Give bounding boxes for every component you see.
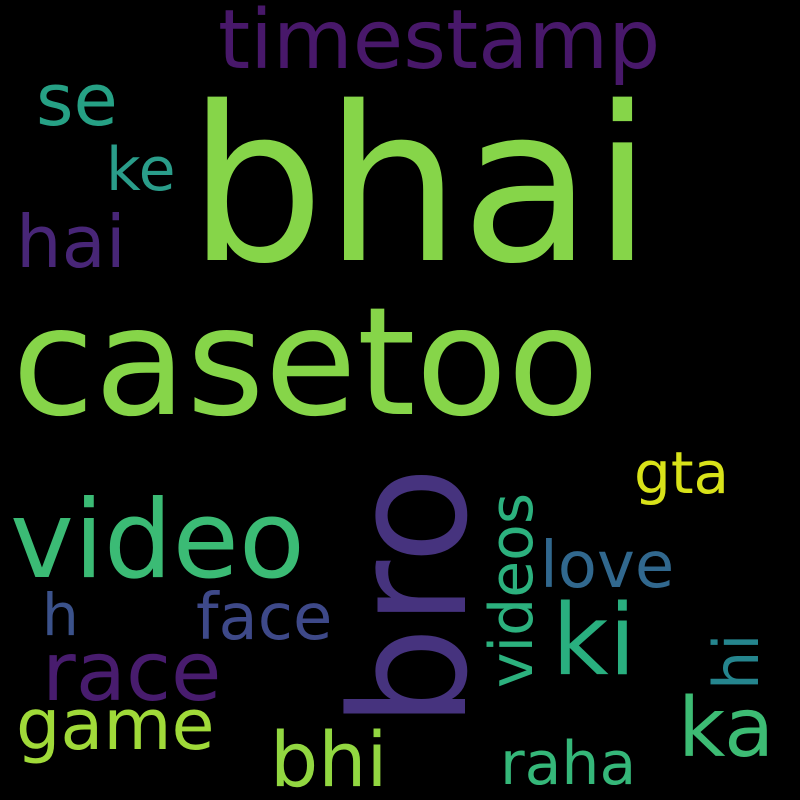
word-raha: raha: [500, 729, 637, 799]
word-ke: ke: [106, 135, 176, 205]
word-face: face: [196, 581, 333, 655]
word-bro: bro: [316, 466, 503, 728]
word-hi: hi: [700, 633, 773, 690]
word-bhi: bhi: [270, 715, 388, 800]
word-video: video: [10, 478, 305, 603]
word-h: h: [42, 581, 79, 649]
word-race: race: [42, 625, 222, 720]
word-gta: gta: [634, 439, 730, 507]
word-videos: videos: [477, 492, 547, 688]
word-ki: ki: [552, 584, 636, 698]
word-casetoo: casetoo: [12, 276, 600, 450]
word-se: se: [36, 58, 118, 142]
word-hai: hai: [16, 200, 126, 284]
word-timestamp: timestamp: [218, 0, 661, 88]
word-love: love: [540, 529, 675, 603]
word-ka: ka: [678, 681, 775, 776]
word-bhai: bhai: [188, 60, 653, 311]
word-game: game: [16, 684, 215, 766]
